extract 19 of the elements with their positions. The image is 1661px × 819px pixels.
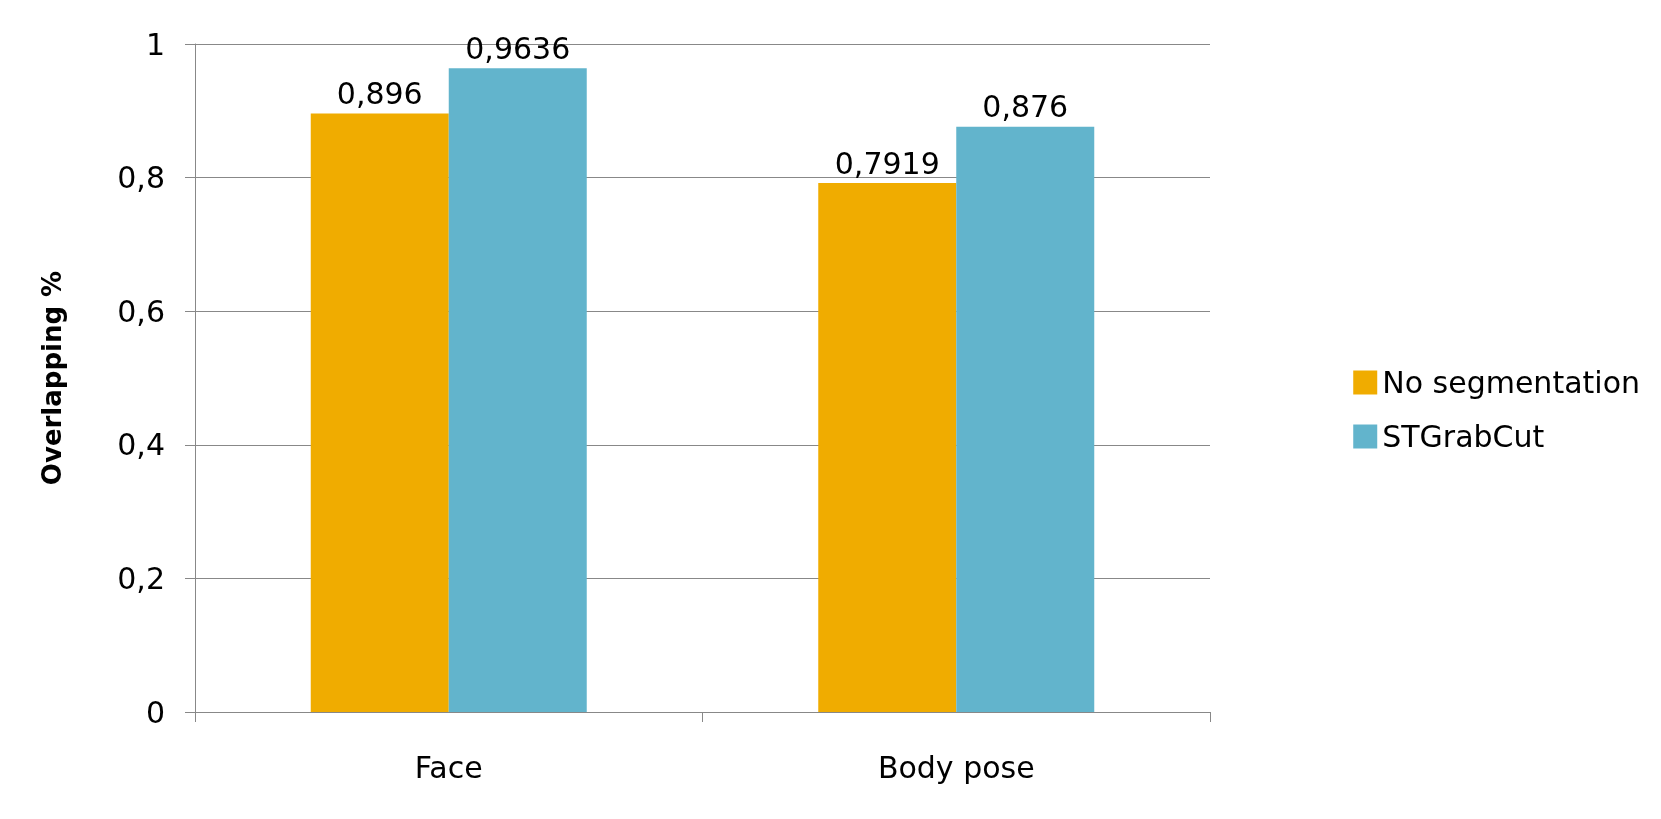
y-axis-title: Overlapping % (37, 270, 67, 486)
y-tick-label: 0,4 (117, 427, 165, 463)
data-label: 0,896 (336, 75, 423, 111)
x-tick-label: Face (414, 749, 483, 785)
bar (448, 68, 587, 712)
bar (956, 126, 1095, 712)
bar (818, 183, 957, 712)
bar (310, 113, 449, 712)
y-tick-label: 0,6 (117, 293, 165, 329)
legend-label: STGrabCut (1382, 419, 1545, 454)
legend-label: No segmentation (1382, 365, 1641, 400)
y-tick-label: 0 (145, 694, 165, 730)
data-label: 0,876 (982, 89, 1069, 125)
y-tick-label: 0,8 (117, 160, 165, 196)
y-tick-label: 0,2 (117, 560, 165, 596)
y-tick-label: 1 (145, 26, 165, 62)
data-label: 0,7919 (834, 145, 940, 181)
data-label: 0,9636 (465, 30, 571, 66)
x-tick-label: Body pose (877, 749, 1035, 785)
